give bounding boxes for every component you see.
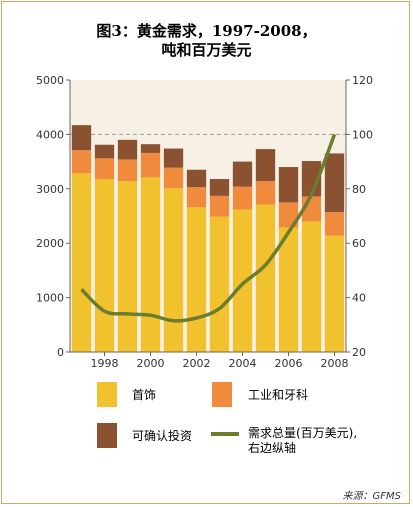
legend-label-jewellery: 首饰 xyxy=(132,388,157,402)
bar-jewellery-1999 xyxy=(117,181,138,352)
bar-investment-1997 xyxy=(71,125,92,151)
bar-jewellery-2008 xyxy=(324,235,345,352)
bar-industrial-2003 xyxy=(209,195,230,217)
bar-jewellery-2001 xyxy=(163,188,184,352)
y-left-tick-label: 5000 xyxy=(36,74,64,87)
y-left-tick-label: 4000 xyxy=(36,128,64,141)
bar-investment-1999 xyxy=(117,139,138,160)
bar-jewellery-2005 xyxy=(255,204,276,352)
y-right-tick-label: 100 xyxy=(352,128,373,141)
legend-line-total-demand xyxy=(211,432,239,436)
y-left-tick-label: 0 xyxy=(57,346,64,359)
bar-industrial-2008 xyxy=(324,212,345,236)
bar-investment-2008 xyxy=(324,153,345,213)
legend-swatch-investment xyxy=(97,423,117,448)
bar-jewellery-2003 xyxy=(209,216,230,352)
y-right-tick-label: 20 xyxy=(352,346,366,359)
bar-industrial-1999 xyxy=(117,159,138,182)
total-demand-line xyxy=(80,133,337,323)
bar-investment-2002 xyxy=(186,169,207,188)
bar-jewellery-2004 xyxy=(232,209,253,352)
legend-swatch-industrial-dental xyxy=(212,382,232,407)
bar-investment-2004 xyxy=(232,161,253,187)
legend-label-industrial-dental: 工业和牙科 xyxy=(248,388,309,402)
bar-investment-2003 xyxy=(209,179,230,196)
y-right-tick-label: 60 xyxy=(352,237,366,250)
chart-title: 图3：黄金需求，1997-2008， 吨和百万美元 xyxy=(0,22,413,60)
bar-jewellery-2006 xyxy=(278,227,299,352)
x-tick-label: 2004 xyxy=(229,357,257,370)
y-left-tick-label: 1000 xyxy=(36,292,64,305)
bar-investment-1998 xyxy=(94,144,115,159)
bar-industrial-2002 xyxy=(186,187,207,208)
x-tick-label: 2008 xyxy=(321,357,349,370)
y-left-tick-label: 3000 xyxy=(36,183,64,196)
x-tick-label: 2002 xyxy=(183,357,211,370)
y-right-tick-label: 120 xyxy=(352,74,373,87)
bar-jewellery-2000 xyxy=(140,177,161,352)
legend-label-total-demand-line1: 需求总量(百万美元), xyxy=(248,426,358,440)
legend-label-total-demand-line2: 右边纵轴 xyxy=(248,441,297,455)
legend-label-investment: 可确认投资 xyxy=(132,429,193,443)
x-tick-label: 1998 xyxy=(91,357,119,370)
bar-jewellery-2007 xyxy=(301,221,322,352)
bar-investment-2006 xyxy=(278,167,299,203)
bar-industrial-2006 xyxy=(278,202,299,228)
y-left-tick-label: 2000 xyxy=(36,237,64,250)
x-tick-label: 2000 xyxy=(137,357,165,370)
chart-title-line1: 图3：黄金需求，1997-2008， xyxy=(96,22,317,40)
bar-industrial-2001 xyxy=(163,167,184,189)
source-note: 来源：GFMS xyxy=(342,491,401,502)
y-right-tick-label: 80 xyxy=(352,183,366,196)
bar-investment-2007 xyxy=(301,161,322,197)
y-right-tick-label: 40 xyxy=(352,292,366,305)
bar-investment-2005 xyxy=(255,149,276,182)
bar-industrial-2005 xyxy=(255,181,276,205)
bar-industrial-2000 xyxy=(140,152,161,178)
legend-swatch-jewellery xyxy=(97,382,117,407)
bar-industrial-1998 xyxy=(94,158,115,180)
bar-industrial-1997 xyxy=(71,150,92,174)
chart-title-line2: 吨和百万美元 xyxy=(161,41,252,59)
x-tick-label: 2006 xyxy=(275,357,303,370)
bar-investment-2000 xyxy=(140,144,161,153)
bar-industrial-2004 xyxy=(232,186,253,210)
bar-investment-2001 xyxy=(163,148,184,168)
bar-jewellery-1997 xyxy=(71,173,92,352)
